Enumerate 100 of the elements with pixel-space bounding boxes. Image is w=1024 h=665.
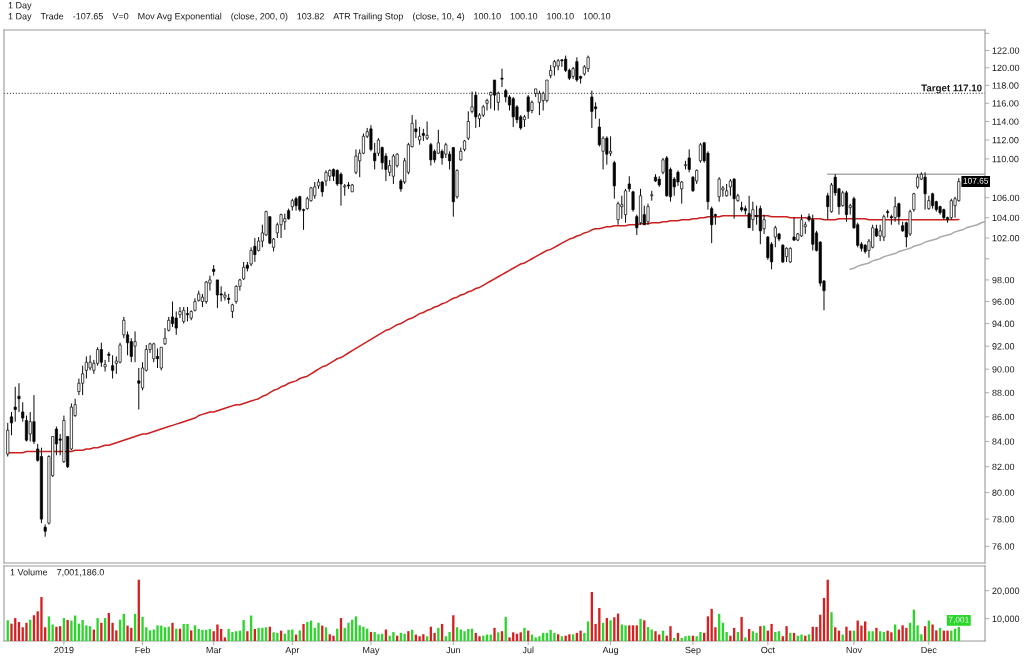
x-tick-label: Mar	[206, 646, 222, 654]
candlestick	[747, 195, 751, 229]
y-tick-label: 104.00	[992, 214, 1020, 222]
x-tick-label: 2019	[54, 646, 74, 654]
y-tick-label: 114.00	[992, 118, 1019, 125]
candlestick	[605, 135, 609, 166]
candlestick	[13, 386, 17, 423]
candlestick	[575, 56, 579, 83]
candlestick	[99, 342, 103, 368]
ref-line-label: Target 117.10	[921, 84, 982, 94]
text: 103.82	[297, 13, 324, 20]
candlestick	[170, 301, 174, 328]
candlestick	[429, 142, 433, 167]
candlestick	[893, 196, 897, 223]
candlestick	[88, 354, 92, 371]
y-tick-label: 106.00	[992, 194, 1020, 202]
text: -107.65	[73, 13, 103, 20]
candlestick	[253, 237, 257, 263]
text: 100.10	[547, 13, 574, 20]
y-tick-label: 118.00	[992, 82, 1019, 89]
x-tick-label: May	[363, 646, 380, 655]
annotation: 7,001,186.0	[57, 569, 104, 577]
candlestick	[354, 148, 358, 175]
candlestick	[758, 205, 762, 245]
annotation: 1 Volume	[10, 568, 48, 576]
y-tick-label: 10,000	[992, 615, 1020, 624]
y-tick-label: 78.00	[992, 516, 1015, 523]
text: 100.10	[583, 13, 611, 20]
y-tick-label: 82.00	[992, 463, 1015, 471]
data-label: 7,001	[948, 616, 969, 624]
candlestick	[646, 203, 650, 226]
candlestick	[560, 58, 564, 68]
y-tick-label: 90.00	[992, 366, 1015, 373]
candlestick	[732, 177, 736, 220]
x-tick-label: Nov	[846, 646, 862, 654]
x-tick-label: Oct	[761, 646, 775, 654]
candlestick	[500, 68, 504, 88]
text: V=0	[112, 13, 129, 20]
y-tick-label: 122.00	[992, 47, 1020, 54]
candlestick	[773, 225, 777, 248]
candlestick	[949, 198, 953, 221]
chart-title: 1 Day	[8, 2, 32, 11]
candlestick	[425, 120, 429, 141]
y-tick-label: 80.00	[992, 489, 1015, 496]
y-tick-label: 116.00	[992, 100, 1019, 107]
y-tick-label: 86.00	[992, 413, 1015, 421]
y-tick-label: 112.00	[992, 136, 1019, 144]
candlestick	[204, 280, 208, 305]
text: (close, 10, 4)	[413, 12, 465, 22]
candlestick	[717, 176, 721, 203]
candlestick	[781, 243, 785, 264]
x-tick-label: Dec	[921, 646, 937, 654]
candlestick	[84, 355, 88, 380]
y-tick-label: 94.00	[992, 320, 1015, 327]
y-tick-label: 102.00	[992, 234, 1020, 242]
y-tick-label: 98.00	[992, 276, 1015, 284]
x-tick-label: Jul	[522, 646, 534, 654]
candlestick	[923, 171, 927, 211]
candlestick	[32, 394, 36, 445]
y-tick-label: 76.00	[992, 543, 1015, 550]
candlestick	[590, 90, 594, 129]
text: (close, 200, 0)	[231, 12, 288, 22]
candlestick	[24, 415, 28, 442]
text: 100.10	[474, 13, 501, 20]
x-tick-label: Aug	[602, 646, 619, 655]
y-tick-label: 92.00	[992, 343, 1015, 350]
x-tick-label: Sep	[685, 646, 701, 655]
candlestick	[609, 135, 613, 157]
y-tick-label: 84.00	[992, 438, 1015, 445]
candlestick	[137, 367, 141, 411]
candlestick	[908, 209, 912, 237]
candlestick	[612, 160, 616, 200]
text: 100.10	[510, 13, 538, 20]
y-tick-label: 88.00	[992, 389, 1015, 397]
candlestick	[133, 330, 137, 363]
candlestick	[339, 171, 343, 207]
y-tick-label: 120.00	[992, 64, 1020, 72]
candlestick	[215, 279, 219, 309]
line-series	[849, 220, 985, 271]
candlestick	[698, 142, 702, 164]
y-tick-label: 96.00	[992, 298, 1015, 305]
y-tick-label: 20,000	[992, 587, 1020, 596]
x-tick-label: Apr	[285, 646, 300, 655]
candlestick	[687, 148, 691, 173]
y-tick-label: 110.00	[992, 155, 1019, 163]
candlestick	[156, 347, 160, 369]
text: ATR Trailing Stop	[333, 12, 403, 22]
text: 1 Day	[8, 13, 32, 22]
text: Mov Avg Exponential	[138, 12, 222, 22]
candlestick	[81, 365, 85, 396]
candlestick	[526, 94, 530, 120]
text: Trade	[40, 12, 64, 20]
candlestick	[466, 110, 470, 141]
candlestick	[159, 346, 163, 371]
candlestick	[279, 213, 283, 239]
x-tick-label: Jun	[446, 646, 461, 654]
x-tick-label: Feb	[135, 646, 150, 654]
candlestick	[882, 214, 886, 242]
text: 107.65	[963, 177, 989, 184]
candlestick	[28, 411, 32, 442]
